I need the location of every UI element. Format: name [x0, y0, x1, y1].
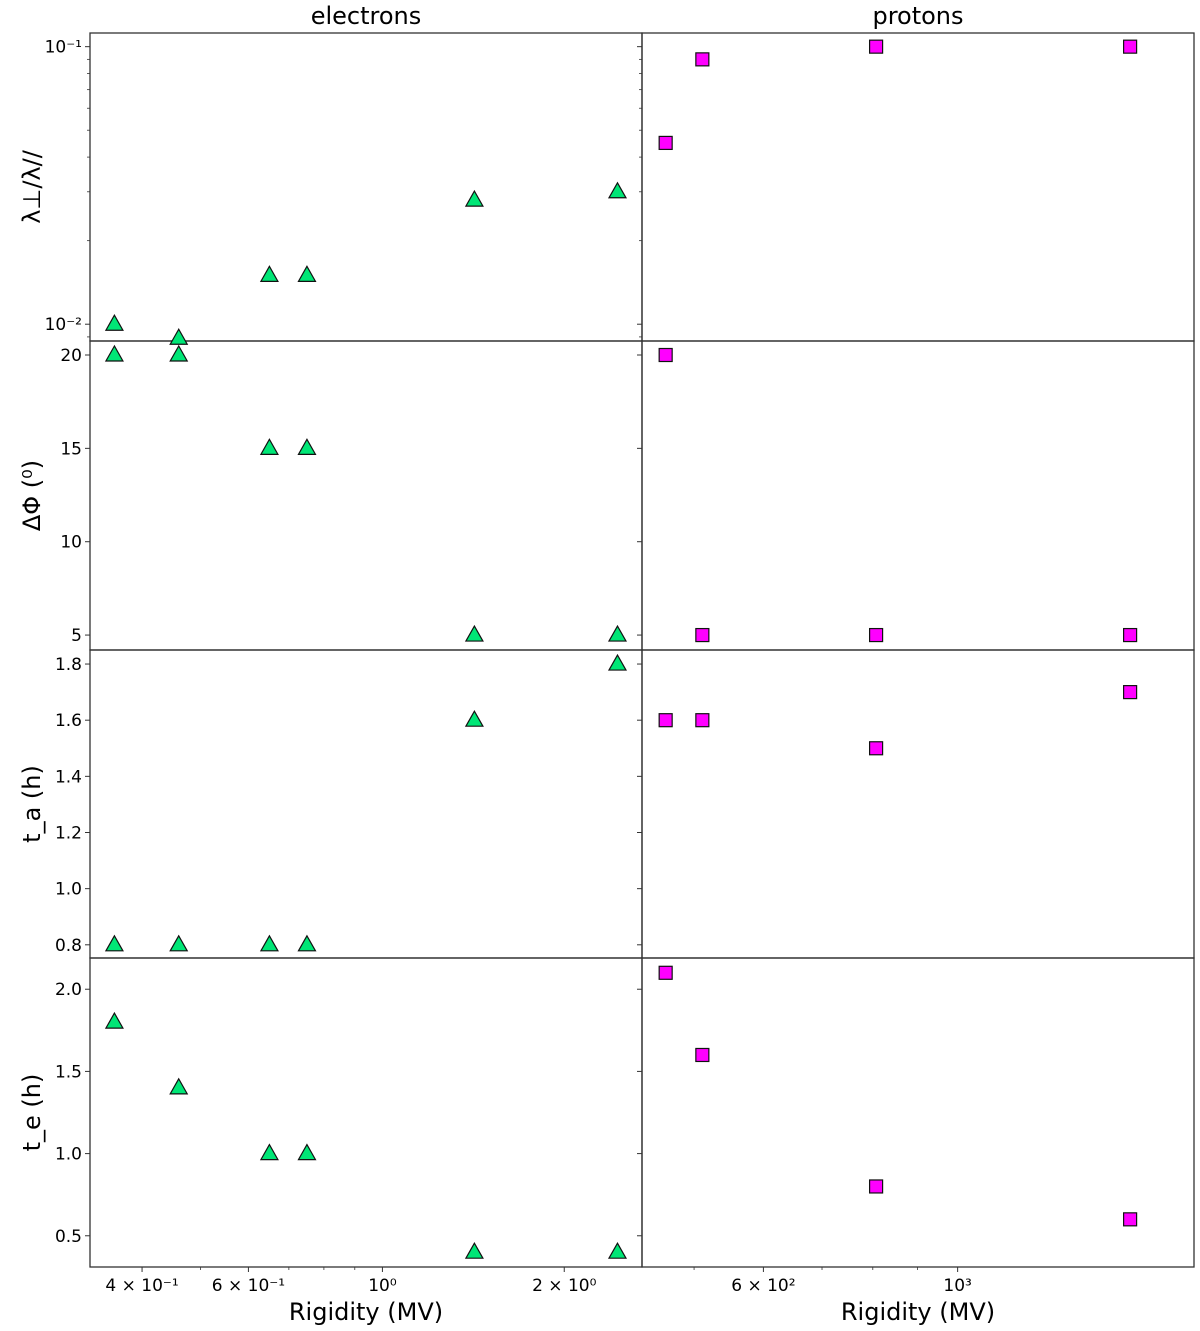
triangle-marker-electron — [297, 934, 317, 952]
y-tick-label: 10⁻² — [45, 315, 82, 335]
y-axis-label: t_e (h) — [18, 1074, 46, 1152]
triangle-marker-electron — [169, 934, 189, 952]
x-tick-label: 10³ — [943, 1276, 971, 1296]
panel-grid — [89, 32, 1195, 1268]
panel-protons-row4 — [641, 957, 1195, 1268]
triangle-marker-electron — [169, 344, 189, 362]
triangle-marker-electron — [297, 438, 317, 455]
triangle-marker-electron — [259, 438, 279, 455]
square-marker-proton — [658, 347, 673, 363]
y-tick-label: 5 — [71, 626, 82, 646]
triangle-marker-electron — [297, 1143, 317, 1161]
triangle-marker-electron — [104, 934, 124, 952]
triangle-marker-electron — [104, 344, 124, 362]
panel-electrons-row1 — [89, 32, 643, 342]
square-marker-proton — [695, 627, 710, 643]
y-tick-label: 10⁻¹ — [45, 38, 82, 58]
triangle-marker-electron — [464, 189, 484, 207]
square-marker-proton — [868, 39, 884, 54]
square-marker-proton — [868, 627, 884, 643]
y-tick-label: 1.6 — [55, 711, 82, 731]
square-marker-proton — [1123, 1212, 1138, 1227]
square-marker-proton — [1123, 627, 1138, 643]
panel-electrons-row3 — [89, 649, 643, 959]
square-marker-proton — [658, 135, 673, 151]
square-marker-proton — [868, 741, 884, 756]
triangle-marker-electron — [607, 181, 628, 199]
y-tick-label: 10 — [60, 533, 82, 553]
x-tick-label: 2 × 10⁰ — [532, 1276, 596, 1296]
y-tick-label: 20 — [60, 346, 82, 366]
square-marker-proton — [695, 1047, 710, 1063]
data-markers — [104, 39, 1138, 1259]
x-tick-label: 6 × 10⁻¹ — [212, 1276, 285, 1296]
square-marker-proton — [1123, 39, 1138, 54]
panel-protons-row3 — [641, 649, 1195, 959]
y-tick-label: 0.5 — [55, 1227, 82, 1247]
y-tick-label: 2.0 — [55, 980, 82, 1000]
triangle-marker-electron — [464, 709, 484, 727]
square-marker-proton — [1123, 685, 1138, 700]
y-tick-label: 1.0 — [55, 880, 82, 900]
square-marker-proton — [695, 713, 710, 728]
square-marker-proton — [868, 1179, 884, 1194]
y-axis-label: λ⊥/λ// — [18, 149, 46, 223]
panel-protons-row1 — [641, 32, 1195, 342]
y-axis-label: ΔΦ (⁰) — [18, 460, 46, 531]
x-tick-label: 6 × 10² — [731, 1276, 795, 1296]
y-tick-label: 1.5 — [55, 1062, 82, 1082]
panel-electrons-row2 — [89, 340, 643, 651]
triangle-marker-electron — [607, 1241, 628, 1259]
y-tick-label: 0.8 — [55, 936, 82, 956]
x-tick-label: 10⁰ — [368, 1276, 397, 1296]
triangle-marker-electron — [104, 1011, 124, 1029]
triangle-marker-electron — [464, 624, 484, 642]
triangle-marker-electron — [607, 653, 628, 671]
y-tick-label: 1.8 — [55, 655, 82, 675]
triangle-marker-electron — [259, 934, 279, 952]
x-tick-label: 4 × 10⁻¹ — [105, 1276, 178, 1296]
triangle-marker-electron — [259, 1143, 279, 1161]
column-title-electrons: electrons — [311, 2, 422, 30]
square-marker-proton — [658, 713, 673, 728]
triangle-marker-electron — [607, 624, 628, 642]
axis-labels: electrons 4 × 10⁻¹ 6 × 10⁻¹ 10⁰ 2 × 10⁰ Rigid… — [18, 2, 995, 1326]
y-tick-label: 1.4 — [55, 767, 82, 787]
triangle-marker-electron — [169, 1077, 189, 1095]
panel-electrons-row4 — [89, 957, 643, 1268]
y-tick-label: 1.2 — [55, 823, 82, 843]
y-axis-label: t_a (h) — [18, 765, 46, 843]
square-marker-proton — [695, 52, 710, 67]
y-tick-label: 15 — [60, 439, 82, 459]
triangle-marker-electron — [464, 1241, 484, 1259]
x-axis-label: Rigidity (MV) — [289, 1298, 443, 1326]
y-tick-label: 1.0 — [55, 1145, 82, 1165]
triangle-marker-electron — [169, 328, 189, 345]
triangle-marker-electron — [104, 313, 124, 331]
triangle-marker-electron — [259, 265, 279, 282]
column-title-protons: protons — [872, 2, 963, 30]
panel-protons-row2 — [641, 340, 1195, 651]
x-axis-label: Rigidity (MV) — [841, 1298, 995, 1326]
square-marker-proton — [658, 965, 673, 980]
triangle-marker-electron — [297, 265, 317, 282]
axis-ticks — [85, 46, 959, 1272]
